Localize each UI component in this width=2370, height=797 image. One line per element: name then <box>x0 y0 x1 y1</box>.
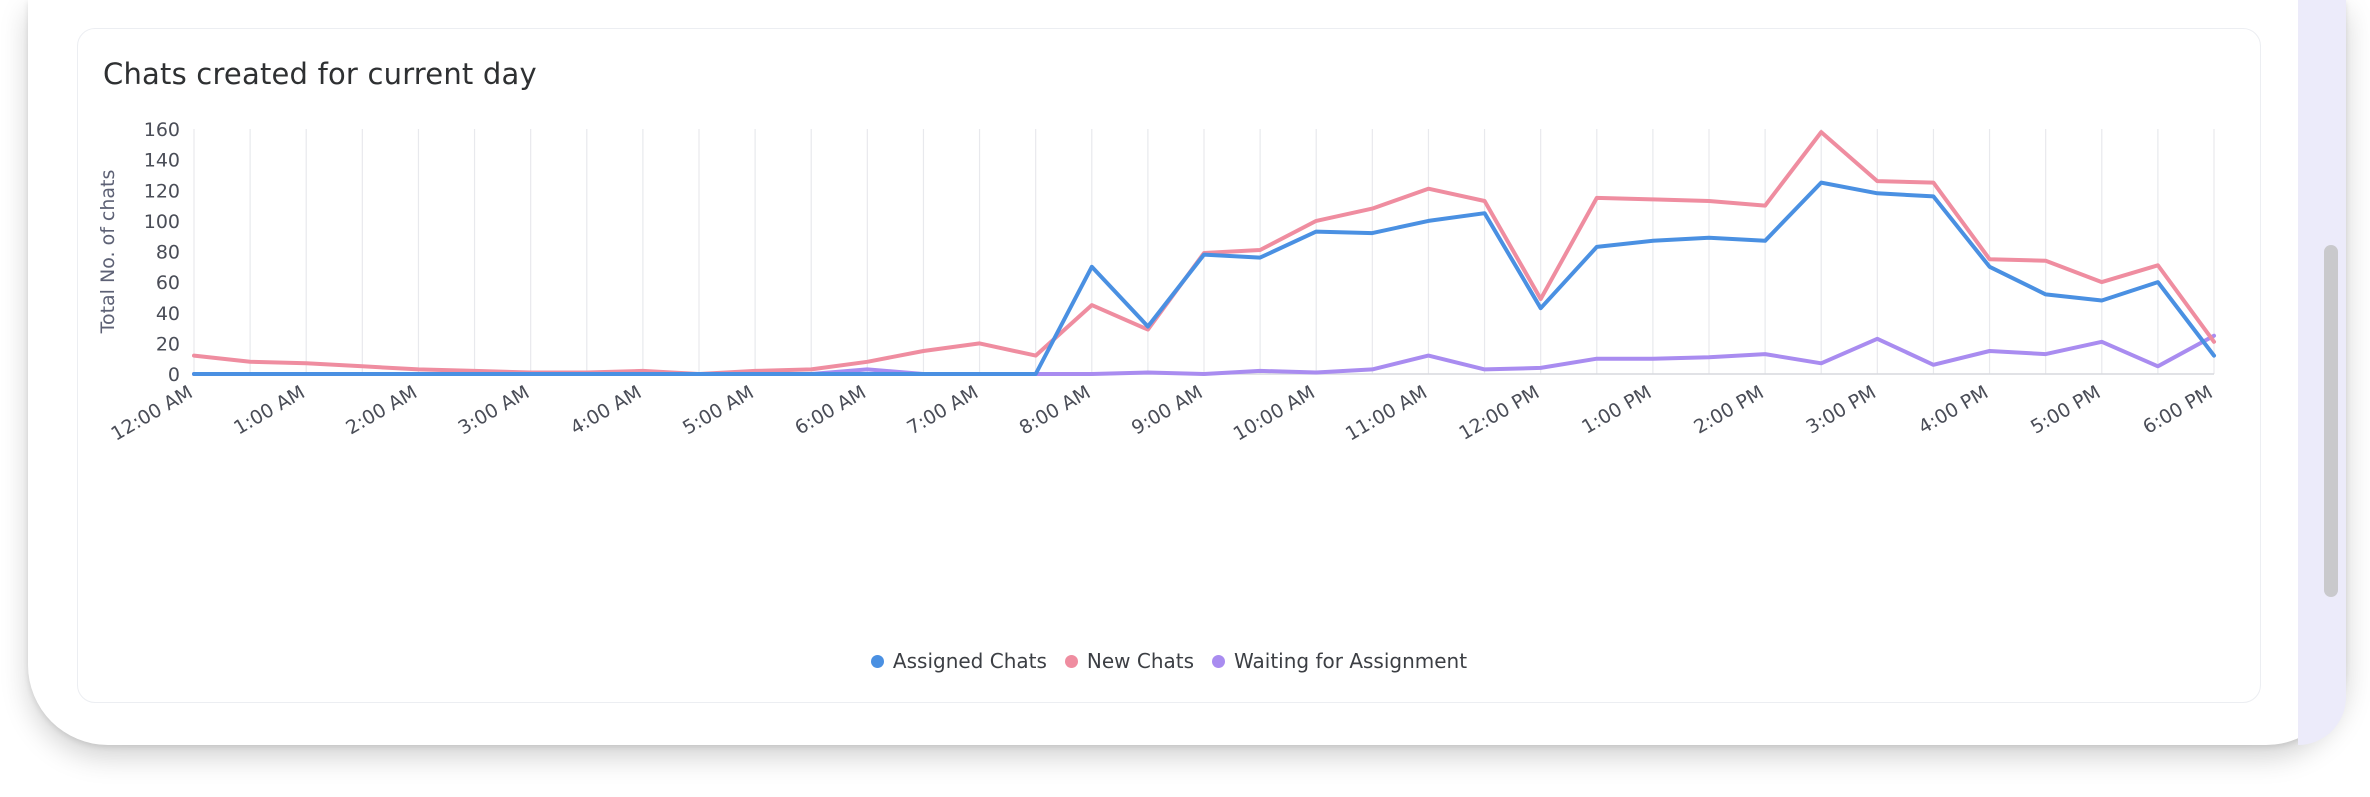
x-tick-label: 6:00 PM <box>2139 381 2216 438</box>
series-line-assigned-chats <box>192 180 2216 376</box>
chart-title: Chats created for current day <box>103 57 537 91</box>
x-tick-label: 5:00 PM <box>2027 381 2104 438</box>
legend-marker <box>870 654 884 668</box>
x-tick-label: 6:00 AM <box>791 381 870 439</box>
y-tick-label: 140 <box>144 150 180 172</box>
x-tick-label: 1:00 PM <box>1578 381 1655 438</box>
chart-card: Chats created for current day 0 20 40 60 80 1… <box>77 28 2261 703</box>
legend-marker <box>1212 654 1226 668</box>
x-tick-label: 11:00 AM <box>1342 381 1431 445</box>
scrollbar[interactable] <box>2324 245 2338 597</box>
side-panel <box>2298 0 2346 745</box>
x-tick-label: 4:00 PM <box>1915 381 1992 438</box>
x-tick-label: 2:00 AM <box>342 381 421 439</box>
legend-label: Waiting for Assignment <box>1234 649 1468 673</box>
legend-item[interactable]: Assigned Chats <box>870 649 1047 673</box>
y-tick-label: 40 <box>156 303 180 325</box>
legend-marker <box>1064 654 1078 668</box>
x-tick-label: 12:00 AM <box>107 381 196 445</box>
x-tick-label: 4:00 AM <box>567 381 646 439</box>
x-tick-label: 8:00 AM <box>1016 381 1095 439</box>
y-tick-label: 160 <box>144 119 180 141</box>
legend-item[interactable]: New Chats <box>1064 649 1195 673</box>
x-tick-label: 2:00 PM <box>1690 381 1767 438</box>
x-tick-label: 12:00 PM <box>1455 381 1543 444</box>
legend-item[interactable]: Waiting for Assignment <box>1212 649 1467 673</box>
x-tick-label: 3:00 AM <box>455 381 534 439</box>
y-tick-label: 20 <box>156 333 180 355</box>
x-tick-label: 1:00 AM <box>230 381 309 439</box>
chart-legend: Assigned Chats New Chats Waiting for Assig… <box>78 649 2260 673</box>
x-tick-label: 5:00 AM <box>679 381 758 439</box>
y-tick-label: 60 <box>156 272 180 294</box>
x-tick-label: 7:00 AM <box>903 381 982 439</box>
x-tick-label: 3:00 PM <box>1803 381 1880 438</box>
legend-label: New Chats <box>1086 649 1195 673</box>
x-tick-label: 9:00 AM <box>1128 381 1207 439</box>
y-tick-label: 120 <box>144 180 180 202</box>
x-tick-label: 10:00 AM <box>1230 381 1319 445</box>
legend-label: Assigned Chats <box>892 649 1047 673</box>
y-axis-title: Total No. of chats <box>97 170 119 335</box>
line-chart: 0 20 40 60 80 100 120 140 160 Total No. of chats 1… <box>97 119 2217 445</box>
y-tick-label: 100 <box>144 211 180 233</box>
y-tick-label: 80 <box>156 242 180 264</box>
y-tick-label: 0 <box>168 364 180 386</box>
